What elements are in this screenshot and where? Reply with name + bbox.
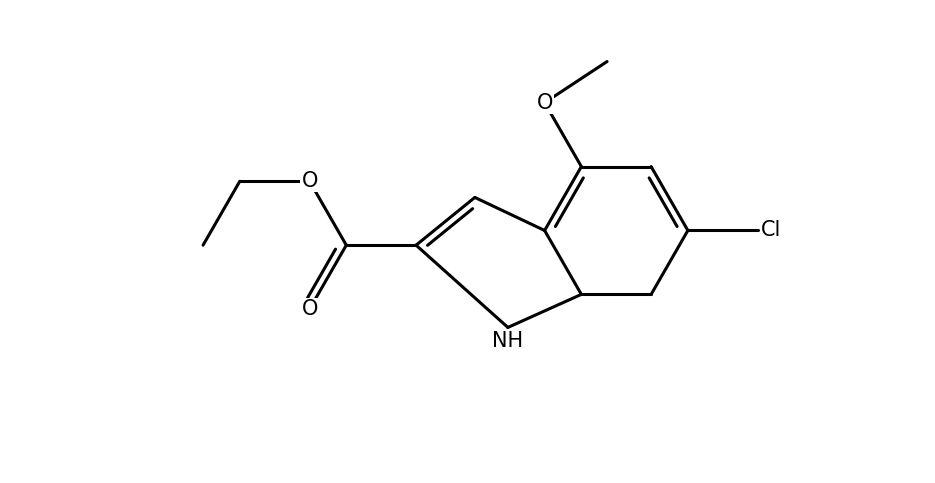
Text: O: O bbox=[301, 171, 318, 191]
Text: O: O bbox=[537, 93, 553, 113]
Text: O: O bbox=[301, 299, 318, 319]
Text: NH: NH bbox=[493, 331, 524, 351]
Text: Cl: Cl bbox=[761, 220, 782, 241]
